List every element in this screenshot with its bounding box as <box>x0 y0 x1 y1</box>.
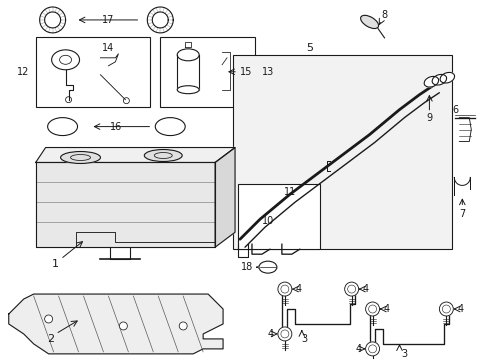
Text: 11: 11 <box>283 188 295 197</box>
Text: 3: 3 <box>301 334 307 344</box>
Ellipse shape <box>155 118 185 136</box>
Text: 12: 12 <box>17 67 29 77</box>
Text: 13: 13 <box>261 67 273 77</box>
Bar <box>238 184 319 249</box>
Text: 4: 4 <box>362 284 368 294</box>
Text: 6: 6 <box>451 105 457 114</box>
Circle shape <box>344 282 358 296</box>
Polygon shape <box>36 148 235 162</box>
Bar <box>160 37 254 107</box>
Text: 4: 4 <box>267 329 273 339</box>
Text: 18: 18 <box>241 262 253 272</box>
Text: 4: 4 <box>355 344 361 354</box>
Text: 3: 3 <box>401 349 407 359</box>
Ellipse shape <box>431 75 446 85</box>
Circle shape <box>365 302 379 316</box>
Ellipse shape <box>177 86 199 94</box>
Circle shape <box>277 282 291 296</box>
Text: 7: 7 <box>458 209 465 219</box>
Ellipse shape <box>439 72 454 83</box>
Text: 4: 4 <box>456 304 463 314</box>
Text: 4: 4 <box>295 284 301 294</box>
Text: 1: 1 <box>52 259 59 269</box>
Ellipse shape <box>52 50 80 70</box>
Bar <box>36 37 150 107</box>
Polygon shape <box>9 294 223 354</box>
Text: 9: 9 <box>426 113 431 123</box>
Circle shape <box>119 322 127 330</box>
Text: 17: 17 <box>102 15 114 25</box>
Text: 14: 14 <box>102 43 114 53</box>
Text: 15: 15 <box>239 67 252 77</box>
Circle shape <box>439 302 452 316</box>
Text: 16: 16 <box>110 122 122 132</box>
Circle shape <box>365 342 379 356</box>
Ellipse shape <box>47 118 78 136</box>
Bar <box>233 55 451 249</box>
Ellipse shape <box>360 15 378 28</box>
Ellipse shape <box>259 261 276 273</box>
Text: 2: 2 <box>47 334 54 344</box>
Text: 10: 10 <box>261 216 273 226</box>
Circle shape <box>277 327 291 341</box>
Polygon shape <box>215 148 235 247</box>
Circle shape <box>44 315 53 323</box>
Ellipse shape <box>144 149 182 162</box>
Text: 5: 5 <box>305 43 313 53</box>
Ellipse shape <box>423 76 438 87</box>
Ellipse shape <box>61 152 100 163</box>
Polygon shape <box>36 162 215 247</box>
Text: 8: 8 <box>381 10 387 20</box>
Ellipse shape <box>177 49 199 61</box>
Text: 4: 4 <box>383 304 389 314</box>
Circle shape <box>179 322 187 330</box>
